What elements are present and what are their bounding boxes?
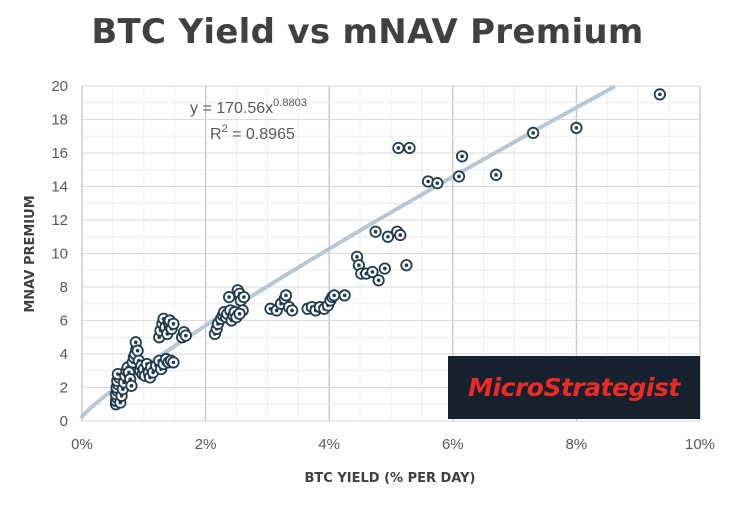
y-tick-label: 18 [51,112,68,129]
data-point [233,307,246,320]
x-tick-label: 0% [71,436,93,453]
x-tick-label: 8% [566,436,588,453]
data-point [131,344,144,357]
data-point [394,228,407,242]
x-axis-title: BTC YIELD (% PER DAY) [305,471,476,486]
data-point [167,317,180,330]
microstrategist-logo: MicroStrategist [448,356,700,419]
data-point [237,290,251,304]
data-point [392,141,405,155]
data-point [338,289,351,302]
data-point [222,290,236,304]
y-axis-title: MNAV PREMIUM [23,195,38,312]
data-point [489,168,503,181]
trendline-layer [80,85,616,419]
data-point [403,141,416,155]
x-tick-label: 4% [318,436,340,453]
data-point [279,289,293,302]
x-tick-label: 2% [195,436,217,453]
y-tick-label: 10 [51,246,68,263]
data-point [372,274,385,287]
data-point [366,265,379,279]
y-tick-label: 16 [51,145,68,162]
y-tick-label: 8 [60,279,68,296]
y-tick-label: 4 [60,346,68,363]
y-axis-ticks: 0 2 4 6 8 10 12 14 16 18 20 [51,78,68,430]
y-tick-label: 0 [60,413,68,430]
data-point [378,262,391,275]
data-point [381,230,395,243]
data-point [179,329,192,342]
data-point [527,126,540,139]
data-point [125,379,138,392]
data-point [328,289,341,302]
y-tick-label: 2 [60,380,68,397]
y-tick-label: 14 [51,179,68,196]
data-point [167,356,180,369]
y-tick-label: 20 [51,78,68,95]
data-point [452,170,466,183]
data-point [431,177,444,190]
data-point [455,150,469,163]
r-squared-label: R2 = 0.8965 [210,123,295,143]
data-point [400,259,413,272]
logo-text: MicroStrategist [468,373,680,402]
x-axis-ticks: 0% 2% 4% 6% 8% 10% [71,436,715,453]
trendline [80,85,616,419]
trendline-equation: y = 170.56x0.8803 [190,97,307,117]
x-tick-label: 6% [442,436,464,453]
chart-title: BTC Yield vs mNAV Premium [91,12,644,52]
data-point [369,225,382,238]
data-point [286,304,299,317]
data-points [109,88,666,411]
data-point [570,121,583,134]
x-tick-label: 10% [685,436,715,453]
y-tick-label: 12 [51,212,68,229]
y-tick-label: 6 [60,313,68,330]
data-point [421,175,435,188]
data-point [653,88,666,101]
